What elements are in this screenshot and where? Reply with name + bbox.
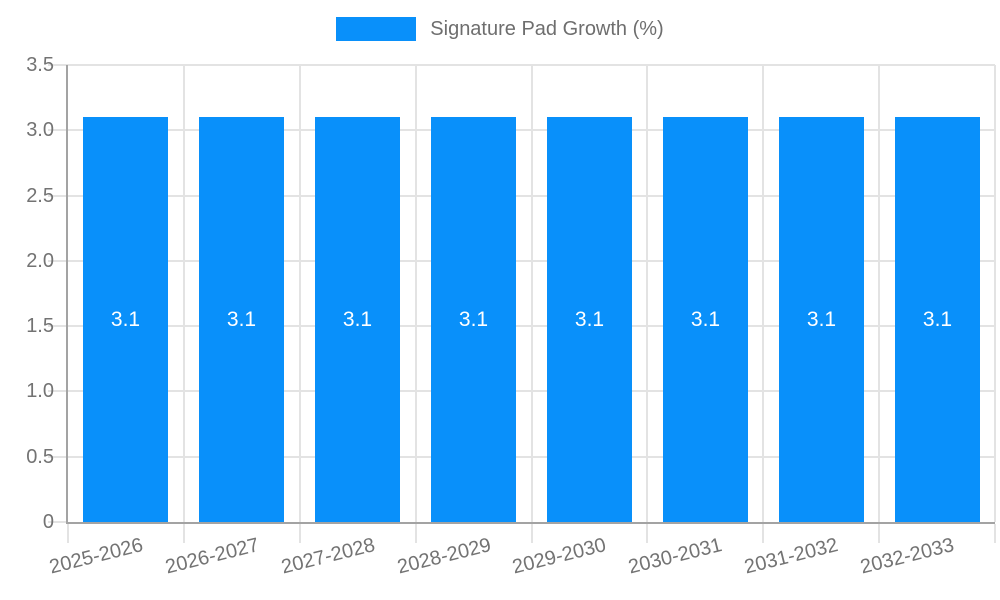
bar: 3.1 [83, 117, 168, 522]
y-axis-tick [48, 455, 68, 458]
x-axis-tick [646, 524, 649, 543]
y-tick-label: 3.0 [26, 119, 54, 142]
y-axis-tick [48, 390, 68, 393]
x-axis-tick [414, 524, 417, 543]
x-gridline [878, 65, 881, 522]
x-gridline [762, 65, 765, 522]
x-axis-tick [530, 524, 533, 543]
x-axis-tick [994, 524, 996, 543]
x-gridline [994, 65, 996, 522]
bar: 3.1 [779, 117, 864, 522]
bar-value-label: 3.1 [806, 307, 837, 331]
y-axis-tick [48, 194, 68, 197]
y-tick-label: 2.0 [26, 249, 54, 272]
y-axis-tick [48, 259, 68, 262]
bar: 3.1 [547, 117, 632, 522]
y-tick-label: 1.0 [26, 380, 54, 403]
y-axis-line [66, 65, 68, 524]
x-gridline [414, 65, 417, 522]
bar-value-label: 3.1 [922, 307, 953, 331]
x-gridline [646, 65, 649, 522]
x-axis-tick [298, 524, 301, 543]
bar: 3.1 [663, 117, 748, 522]
y-tick-label: 0.5 [26, 445, 54, 468]
chart-legend-item[interactable]: Signature Pad Growth (%) [0, 17, 1000, 41]
bar: 3.1 [431, 117, 516, 522]
bar-value-label: 3.1 [690, 307, 721, 331]
legend-swatch [336, 17, 417, 41]
x-axis-tick [67, 524, 69, 543]
x-axis-tick [762, 524, 765, 543]
bar: 3.1 [199, 117, 284, 522]
y-axis-tick [48, 325, 68, 328]
bar: 3.1 [315, 117, 400, 522]
y-tick-label: 3.5 [26, 54, 54, 76]
x-axis-tick [878, 524, 881, 543]
bar: 3.1 [895, 117, 980, 522]
x-axis-tick [182, 524, 185, 543]
bar-value-label: 3.1 [342, 307, 373, 331]
bar-value-label: 3.1 [110, 307, 141, 331]
y-tick-label: 1.5 [26, 315, 54, 338]
y-axis-tick [48, 129, 68, 132]
y-tick-label: 0 [42, 511, 54, 533]
y-axis-tick [48, 521, 68, 523]
bar-value-label: 3.1 [574, 307, 605, 331]
x-gridline [530, 65, 533, 522]
y-axis-tick [48, 64, 68, 66]
bar-value-label: 3.1 [226, 307, 257, 331]
x-gridline [298, 65, 301, 522]
x-axis-line [66, 522, 995, 524]
x-gridline [182, 65, 185, 522]
y-tick-label: 2.5 [26, 184, 54, 207]
legend-label: Signature Pad Growth (%) [430, 18, 664, 40]
bar-value-label: 3.1 [458, 307, 489, 331]
